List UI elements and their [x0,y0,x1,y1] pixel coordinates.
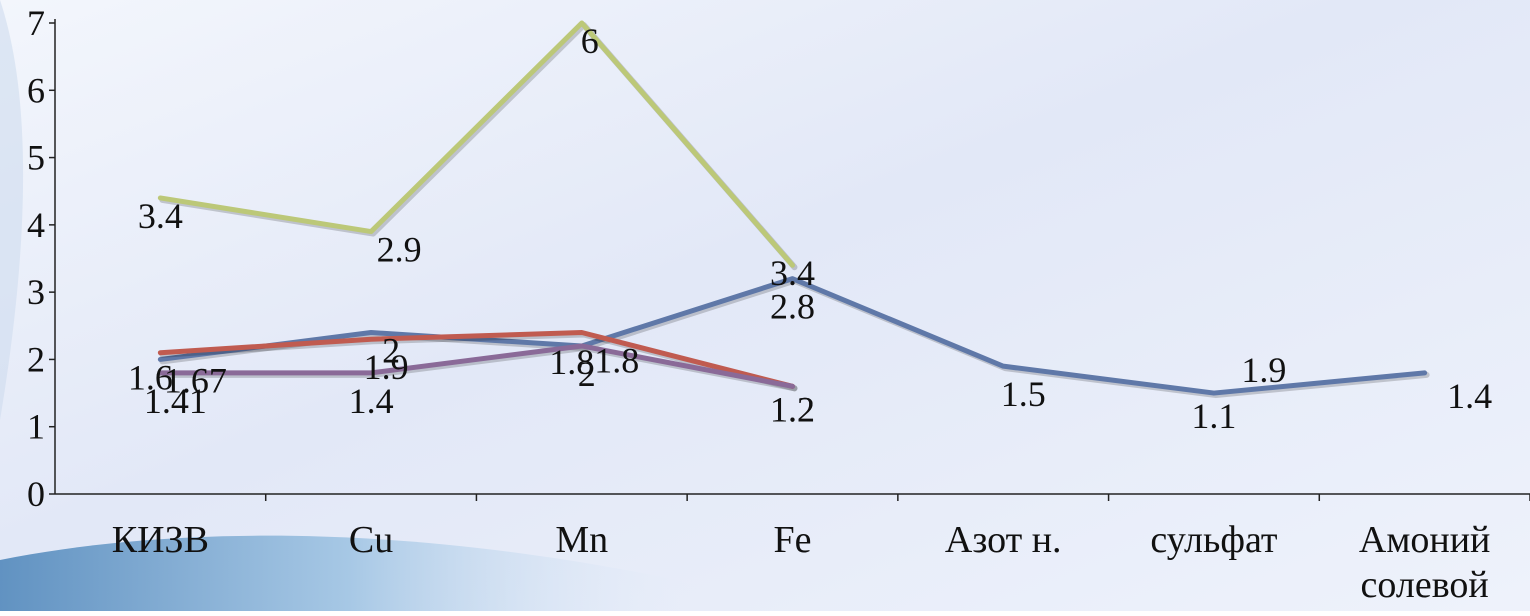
series-line [157,20,795,268]
x-tick-label: Cu [349,519,393,561]
data-label: 1.41 [144,381,207,421]
y-tick-label: 0 [27,474,45,514]
data-label: 3.4 [770,253,815,293]
y-tick-label: 4 [27,205,45,245]
data-label: 1.5 [1001,374,1046,414]
data-label: 1.9 [1241,350,1286,390]
data-label: 1.2 [770,389,815,429]
background-swoosh [0,535,700,611]
data-label: 2.8 [770,287,815,327]
data-label: 1.8 [549,342,594,382]
data-label: 1.9 [364,347,409,387]
data-label: 2.9 [377,230,422,270]
series-line [157,276,1428,396]
y-tick-label: 7 [27,3,45,43]
data-label: 2 [382,331,400,371]
axes: 0 1 2 3 4 5 6 7 КИЗВ Cu Mn Fe Азот н. сульфат Амоний со… [27,3,1530,606]
data-label: 1.6 [128,357,173,397]
series-lines [157,20,1430,399]
data-label: 1.2 [770,389,815,429]
data-label: 1.67 [164,361,227,401]
x-tick-label: Fe [774,519,812,561]
data-label: 6 [581,21,599,61]
data-label: 3.4 [138,196,183,236]
data-label: 1.1 [1191,396,1236,436]
x-tick-label: Амоний солевой [1359,519,1491,606]
data-labels: 3.42.963.41.62 1.82.81.51.11.41.67 1.9 1.81… [128,21,1492,436]
y-tick-label: 1 [27,407,45,447]
y-tick-label: 2 [27,339,45,379]
data-label: 2 [578,354,596,394]
series-line [157,330,795,389]
data-label: 1.4 [1447,376,1492,416]
data-label: 1.4 [349,381,394,421]
y-tick-label: 6 [27,70,45,110]
y-tick-label: 3 [27,272,45,312]
x-tick-label: КИЗВ [112,519,209,561]
x-tick-label: Mn [555,519,608,561]
x-tick-label: Азот н. [945,519,1062,561]
series-line [157,343,795,389]
x-tick-label: сульфат [1150,519,1277,561]
y-tick-label: 5 [27,138,45,178]
data-label: 1.8 [594,341,639,381]
background-swoosh-left [0,0,24,420]
